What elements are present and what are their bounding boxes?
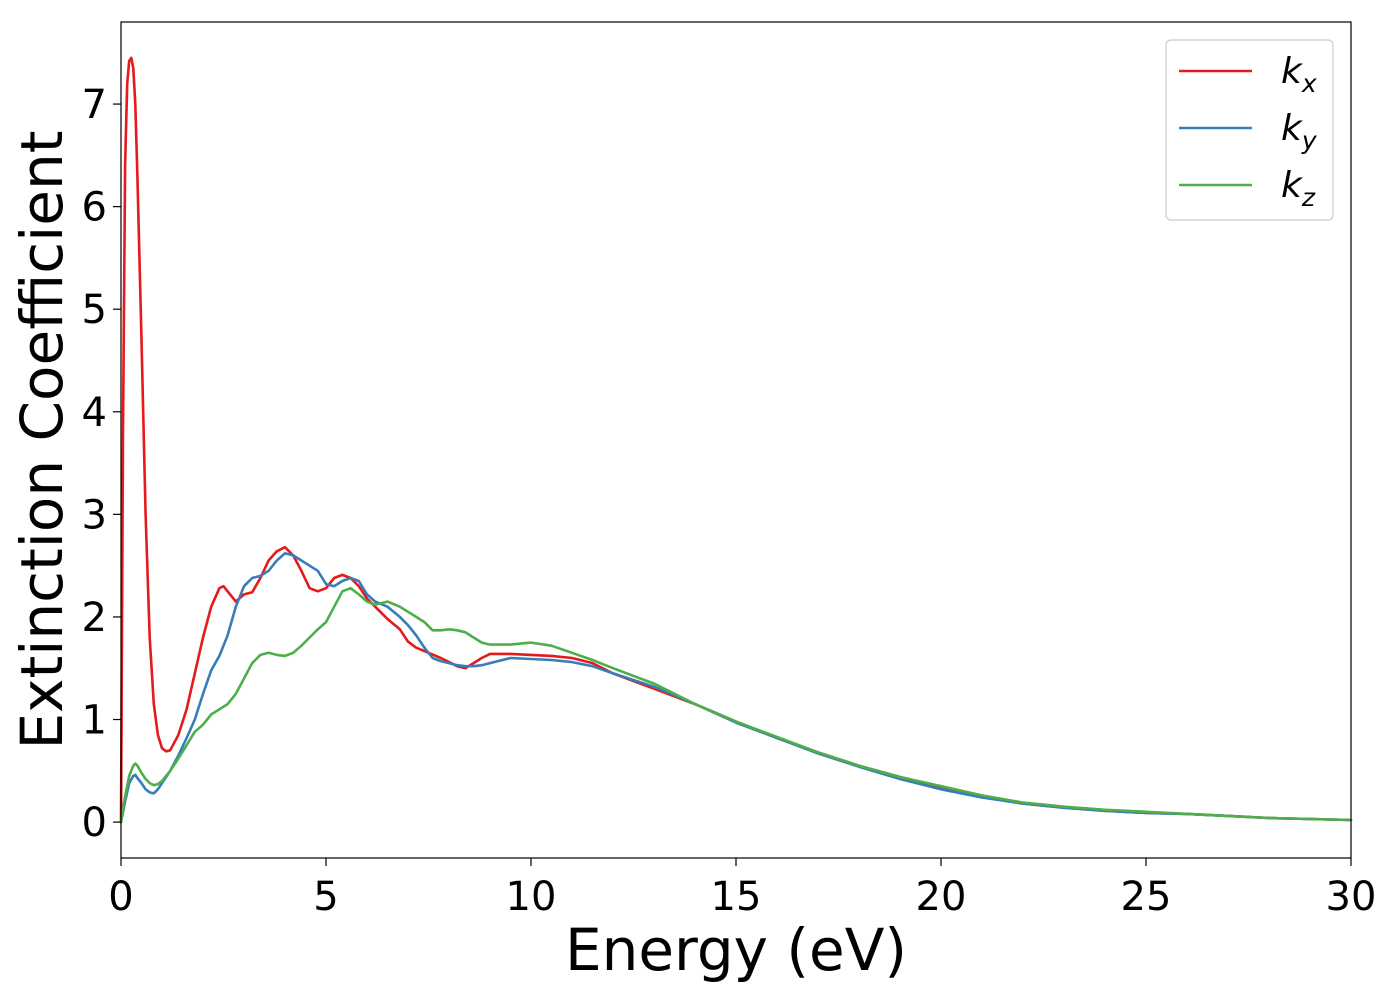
- y-tick-label: 3: [82, 492, 107, 538]
- series-line-ky: [119, 552, 1353, 824]
- x-axis-label: Energy (eV): [565, 916, 907, 984]
- y-axis: 0 1 2 3 4 5 6 7: [82, 82, 121, 846]
- y-tick-label: 2: [82, 595, 107, 641]
- y-tick-label: 7: [82, 82, 107, 128]
- x-tick-label: 5: [313, 874, 338, 920]
- x-axis: 0 5 10 15 20 25 30: [108, 858, 1376, 920]
- legend: kx ky kz: [1165, 39, 1334, 221]
- y-tick-label: 1: [82, 698, 107, 744]
- legend-box: [1165, 39, 1334, 221]
- x-tick-label: 25: [1121, 874, 1172, 920]
- series-line-kz: [119, 586, 1353, 824]
- series-layer: [119, 56, 1353, 824]
- x-tick-label: 0: [108, 874, 133, 920]
- y-tick-label: 5: [82, 287, 107, 333]
- y-axis-label: Extinction Coefficient: [8, 131, 76, 750]
- x-tick-label: 30: [1326, 874, 1377, 920]
- y-tick-label: 4: [82, 390, 107, 436]
- legend-label-kz: kz: [1281, 165, 1316, 212]
- y-tick-label: 0: [82, 800, 107, 846]
- legend-label-ky: ky: [1281, 108, 1318, 155]
- x-tick-label: 20: [916, 874, 967, 920]
- x-tick-label: 15: [711, 874, 762, 920]
- y-tick-label: 6: [82, 185, 107, 231]
- legend-label-kx: kx: [1281, 51, 1317, 98]
- x-tick-label: 10: [506, 874, 557, 920]
